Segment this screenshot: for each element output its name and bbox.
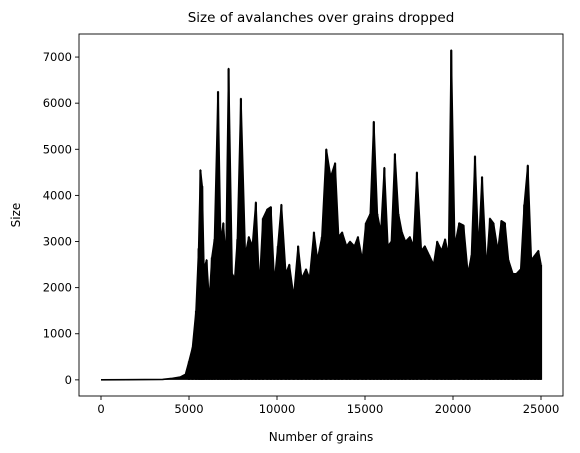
plot-area: [100, 49, 543, 381]
series-0-line: [100, 49, 542, 381]
y-tick-label: 3000: [43, 235, 72, 249]
y-axis-label: Size: [9, 203, 23, 228]
y-tick-label: 1000: [43, 327, 72, 341]
y-tick-label: 4000: [43, 188, 72, 202]
y-tick-label: 0: [65, 373, 72, 387]
x-tick-label: 25000: [523, 402, 560, 416]
y-axis: 0 1000 2000 3000 4000 5000 6000 7000: [43, 50, 79, 387]
plot-frame: [78, 33, 564, 397]
chart-title: Size of avalanches over grains dropped: [188, 10, 455, 26]
x-tick-label: 15000: [347, 402, 384, 416]
x-tick-label: 0: [97, 402, 104, 416]
y-tick-label: 5000: [43, 142, 72, 156]
x-axis: 0 5000 10000 15000 20000 25000: [97, 396, 559, 416]
x-tick-label: 10000: [259, 402, 296, 416]
y-tick-label: 2000: [43, 281, 72, 295]
x-tick-label: 5000: [174, 402, 203, 416]
x-axis-label: Number of grains: [269, 430, 374, 444]
x-tick-label: 20000: [435, 402, 472, 416]
y-tick-label: 6000: [43, 96, 72, 110]
y-tick-label: 7000: [43, 50, 72, 64]
